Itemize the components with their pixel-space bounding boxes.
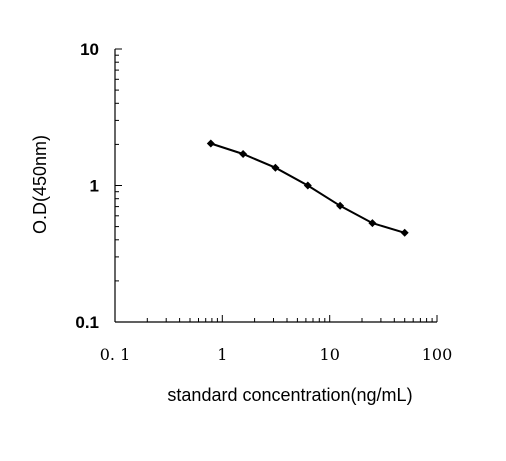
y-tick-label-0.1: 0.1: [75, 313, 99, 332]
series-points: [206, 139, 409, 237]
data-point-marker: [336, 201, 345, 210]
x-tick-label-100: 100: [422, 345, 453, 364]
data-point-marker: [239, 150, 248, 158]
data-point-marker: [400, 228, 409, 237]
y-axis-title: O.D(450nm): [30, 135, 50, 234]
plot-area: 0.1 1 10 0. 1 1 10 100: [75, 40, 452, 364]
x-tick-label-10: 10: [320, 345, 340, 364]
y-tick-labels: 0.1 1 10: [75, 40, 99, 332]
x-tick-label-1: 1: [217, 345, 227, 364]
y-axis-ticks: [115, 48, 122, 323]
data-point-marker: [368, 219, 377, 228]
x-axis-ticks: [114, 315, 438, 322]
x-tick-labels: 0. 1 1 10 100: [100, 345, 453, 364]
y-tick-label-10: 10: [80, 40, 99, 59]
data-point-marker: [271, 163, 280, 172]
data-point-marker: [303, 181, 312, 190]
x-axis-title: standard concentration(ng/mL): [167, 385, 412, 405]
data-point-marker: [206, 139, 215, 148]
x-tick-label-0.1: 0. 1: [100, 345, 131, 364]
y-tick-label-1: 1: [90, 177, 99, 196]
